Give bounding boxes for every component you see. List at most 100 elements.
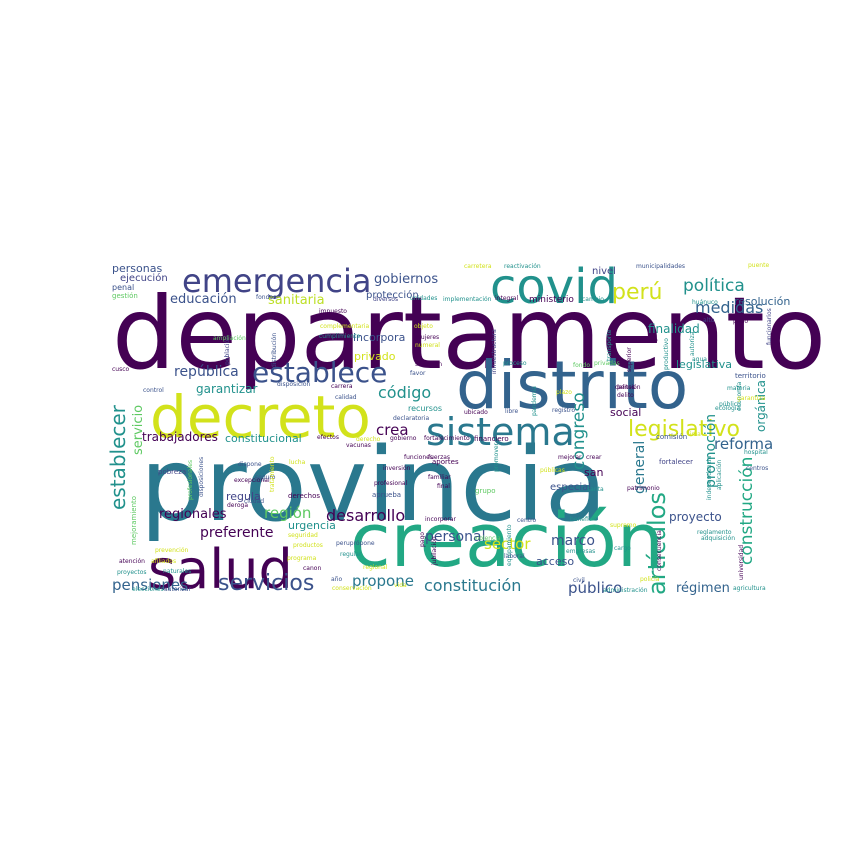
cloud-word: especial xyxy=(550,482,591,493)
cloud-word: protección xyxy=(366,289,419,301)
cloud-word: reforma xyxy=(714,435,773,453)
cloud-word: municipalidades xyxy=(636,263,685,270)
cloud-word: delitos xyxy=(615,384,635,391)
cloud-word: control xyxy=(143,387,164,394)
cloud-word: santa xyxy=(587,486,604,493)
cloud-word: garantiza xyxy=(737,395,766,402)
cloud-word: marco xyxy=(551,533,595,549)
cloud-word: año xyxy=(331,576,342,583)
cloud-word: complementaria xyxy=(320,323,369,330)
cloud-word: civil xyxy=(573,577,585,584)
cloud-word: administración xyxy=(603,587,648,594)
cloud-word: numeral xyxy=(415,342,440,349)
cloud-word: autorizar xyxy=(164,586,191,593)
cloud-word: recursos xyxy=(408,404,442,413)
cloud-word: aprueba xyxy=(372,491,401,499)
cloud-word: libre xyxy=(505,408,518,415)
cloud-word: superior xyxy=(626,347,633,372)
cloud-word: implementación xyxy=(443,296,492,303)
cloud-word: calidad xyxy=(335,394,357,401)
cloud-word: personal xyxy=(425,529,485,545)
cloud-word: puno xyxy=(733,318,748,325)
cloud-word: emergencia xyxy=(182,262,372,300)
cloud-word: seguridad xyxy=(288,532,318,539)
cloud-word: constitucional xyxy=(225,432,302,445)
cloud-word: jubilación xyxy=(431,536,438,566)
cloud-word: económico xyxy=(625,337,658,344)
cloud-word: incorpora xyxy=(353,331,405,344)
cloud-word: regionales xyxy=(159,507,227,522)
cloud-word: ampliación xyxy=(213,335,246,342)
cloud-word: establece xyxy=(252,356,387,389)
cloud-word: agua xyxy=(692,356,707,363)
cloud-word: medidas xyxy=(695,298,763,317)
cloud-word: familiar xyxy=(428,474,451,481)
cloud-word: crea xyxy=(376,421,409,439)
cloud-word: efectos xyxy=(317,434,339,441)
cloud-word: mujeres xyxy=(415,334,439,341)
cloud-word: centro xyxy=(517,517,536,524)
cloud-word: distrito xyxy=(456,347,688,424)
cloud-word: situación xyxy=(415,361,442,368)
cloud-word: perú xyxy=(612,280,663,305)
cloud-word: plazo xyxy=(556,389,572,396)
cloud-word: distribución xyxy=(271,333,278,368)
cloud-word: salud xyxy=(148,538,293,601)
cloud-word: acceso xyxy=(536,555,574,568)
cloud-word: funciones xyxy=(404,454,433,461)
cloud-word: peruprópone xyxy=(336,540,375,547)
cloud-word: agricultura xyxy=(733,585,766,592)
cloud-word: naturales xyxy=(163,568,191,575)
cloud-word: patrimonio xyxy=(627,485,660,492)
cloud-word: orgánica xyxy=(754,380,768,432)
cloud-word: beneficio xyxy=(570,516,598,523)
cloud-word: desarrollo xyxy=(326,506,405,525)
cloud-word: grupo xyxy=(475,487,495,495)
cloud-word: departamento xyxy=(112,275,826,392)
cloud-word: empresas xyxy=(566,548,595,555)
cloud-word: comisión xyxy=(656,433,687,441)
cloud-word: disposiciones xyxy=(198,457,205,497)
cloud-word: código xyxy=(378,383,431,402)
cloud-word: equipamiento xyxy=(506,524,513,566)
cloud-word: covid xyxy=(490,259,618,315)
cloud-word: profesionales xyxy=(187,460,194,500)
cloud-word: educación xyxy=(170,292,237,307)
cloud-word: mejoramiento xyxy=(130,496,138,545)
cloud-word: servicio xyxy=(131,405,146,455)
cloud-word: reglamento xyxy=(697,529,732,536)
cloud-word: promover xyxy=(493,442,500,472)
cloud-word: pensiones xyxy=(112,576,188,594)
cloud-word: decreto xyxy=(150,383,371,451)
cloud-word: profesional xyxy=(374,480,408,487)
cloud-word: resolución xyxy=(734,295,790,308)
cloud-word: hospital xyxy=(744,449,768,456)
cloud-word: tratamiento xyxy=(269,456,276,492)
cloud-word: transporte xyxy=(606,329,613,361)
cloud-word: economía xyxy=(736,381,743,411)
cloud-word: promoción xyxy=(703,414,719,488)
cloud-word: excepcional xyxy=(234,477,270,484)
cloud-word: servicios xyxy=(218,571,314,596)
cloud-word: impuesto xyxy=(319,308,347,315)
cloud-word: región xyxy=(264,504,311,522)
cloud-word: afiliados xyxy=(151,558,176,565)
cloud-word: gobierno xyxy=(390,435,417,442)
cloud-word: sanitaria xyxy=(268,293,325,308)
cloud-word: pensión xyxy=(617,384,641,391)
cloud-word: programa xyxy=(287,555,317,562)
cloud-word: sector xyxy=(484,535,531,553)
cloud-word: regional xyxy=(363,564,388,571)
cloud-word: infraestructura xyxy=(491,329,498,374)
cloud-word: urgencia xyxy=(288,519,336,532)
cloud-word: regula xyxy=(226,490,261,503)
cloud-word: dispone xyxy=(238,461,262,468)
cloud-word: legislativa xyxy=(676,358,732,371)
cloud-word: reactivación xyxy=(504,263,541,270)
cloud-word: personas xyxy=(112,262,162,275)
cloud-word: centros xyxy=(746,465,768,472)
cloud-word: aplicación xyxy=(716,460,723,490)
cloud-word: ecología xyxy=(715,405,740,412)
cloud-word: violencia xyxy=(474,535,501,542)
cloud-word: lima xyxy=(688,431,701,438)
